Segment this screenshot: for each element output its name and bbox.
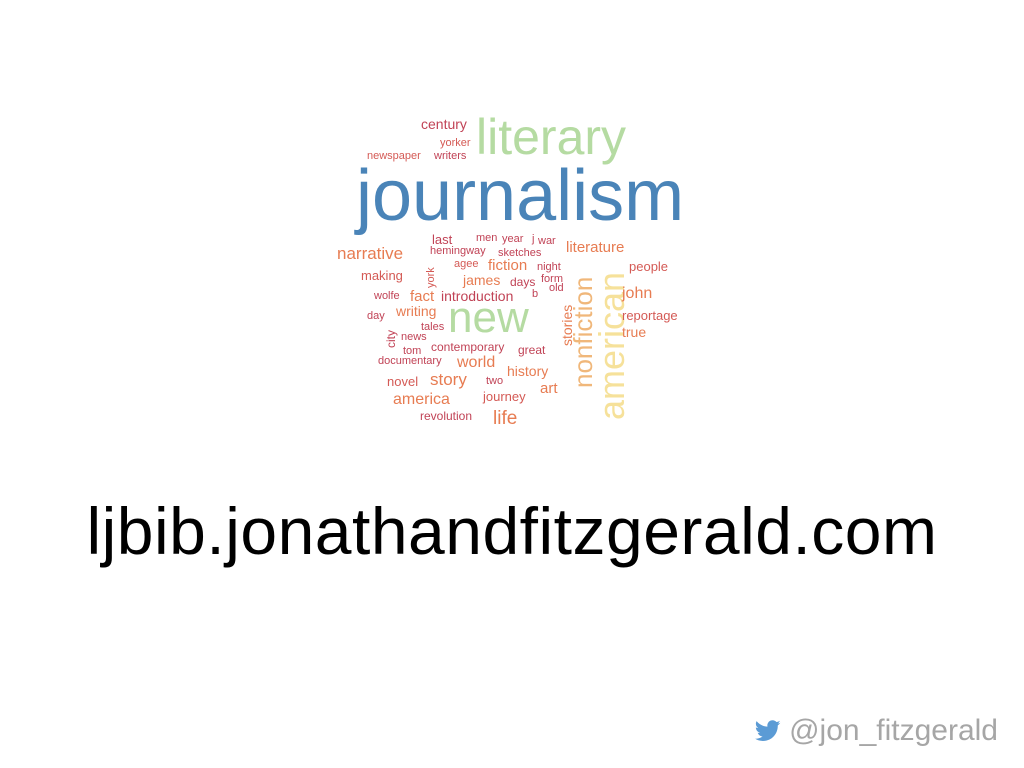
twitter-attribution: @jon_fitzgerald xyxy=(755,716,998,746)
cloud-word-fiction: fiction xyxy=(488,257,528,274)
cloud-word-journalism: journalism xyxy=(356,156,685,236)
cloud-word-night: night xyxy=(537,261,561,273)
cloud-word-people: people xyxy=(629,259,669,274)
cloud-word-making: making xyxy=(361,268,403,283)
cloud-word-literary: literary xyxy=(476,109,627,165)
cloud-word-war: war xyxy=(538,235,556,247)
cloud-word-wolfe: wolfe xyxy=(374,290,400,302)
cloud-word-yorker: yorker xyxy=(440,137,471,149)
cloud-word-story: story xyxy=(430,370,467,389)
cloud-word-journey: journey xyxy=(483,389,526,404)
cloud-word-writing: writing xyxy=(396,303,437,319)
cloud-word-narrative: narrative xyxy=(337,244,404,263)
cloud-word-fact: fact xyxy=(410,288,435,305)
cloud-word-art: art xyxy=(540,380,558,397)
cloud-word-york: york xyxy=(425,267,437,288)
cloud-word-novel: novel xyxy=(387,374,419,389)
cloud-word-tom: tom xyxy=(403,345,422,357)
cloud-word-hemingway: hemingway xyxy=(430,245,486,257)
twitter-handle-text: @jon_fitzgerald xyxy=(789,714,998,747)
cloud-word-j: j xyxy=(532,233,535,245)
cloud-word-history: history xyxy=(507,363,549,379)
cloud-word-b: b xyxy=(532,288,539,300)
cloud-word-john: john xyxy=(622,285,653,302)
cloud-word-life: life xyxy=(493,408,518,429)
cloud-word-america: america xyxy=(393,391,450,408)
cloud-word-century: century xyxy=(421,116,467,132)
cloud-word-days: days xyxy=(510,275,536,289)
cloud-word-form: form xyxy=(541,273,563,285)
cloud-word-city: city xyxy=(384,330,398,348)
cloud-word-sketches: sketches xyxy=(498,247,542,259)
cloud-word-revolution: revolution xyxy=(420,409,473,423)
cloud-word-documentary: documentary xyxy=(378,355,442,367)
cloud-word-men: men xyxy=(476,232,498,244)
cloud-word-two: two xyxy=(486,375,504,387)
cloud-word-introduction: introduction xyxy=(441,288,514,304)
cloud-word-news: news xyxy=(401,331,427,343)
cloud-word-great: great xyxy=(518,343,546,357)
cloud-word-last: last xyxy=(432,232,453,247)
cloud-word-tales: tales xyxy=(421,321,445,333)
cloud-word-james: james xyxy=(463,272,501,288)
cloud-word-literature: literature xyxy=(566,239,625,256)
cloud-word-reportage: reportage xyxy=(622,308,678,323)
cloud-word-true: true xyxy=(622,324,647,340)
word-cloud: journalism literary new american nonfiction c… xyxy=(337,109,685,429)
cloud-word-contemporary: contemporary xyxy=(431,340,505,354)
cloud-word-stories: stories xyxy=(559,304,575,346)
cloud-word-newspaper: newspaper xyxy=(367,150,421,162)
cloud-word-writers: writers xyxy=(434,150,467,162)
site-url: ljbib.jonathandfitzgerald.com xyxy=(86,494,938,568)
cloud-word-world: world xyxy=(457,354,496,371)
cloud-word-day: day xyxy=(367,310,385,322)
cloud-word-agee: agee xyxy=(454,258,479,270)
cloud-word-new: new xyxy=(448,293,529,342)
cloud-word-old: old xyxy=(549,282,564,294)
cloud-word-year: year xyxy=(502,233,524,245)
twitter-bird-icon xyxy=(755,720,781,742)
